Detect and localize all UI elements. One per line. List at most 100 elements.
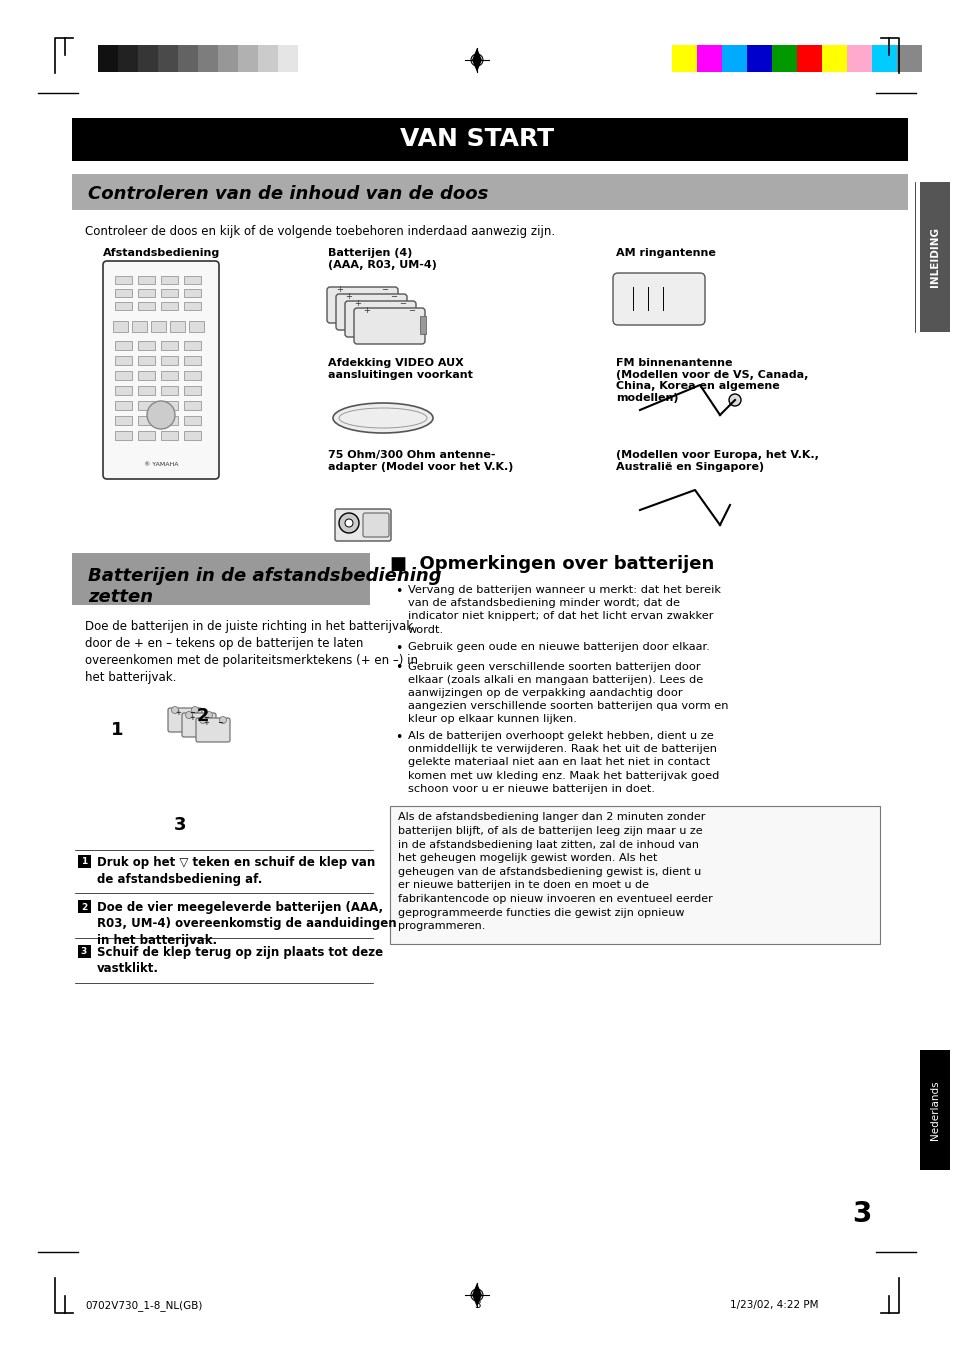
FancyBboxPatch shape xyxy=(363,513,389,536)
Bar xyxy=(170,322,185,332)
Text: 2: 2 xyxy=(196,707,209,725)
Text: −: − xyxy=(381,285,388,295)
Text: Gebruik geen verschillende soorten batterijen door
elkaar (zoals alkali en manga: Gebruik geen verschillende soorten batte… xyxy=(408,662,728,724)
Bar xyxy=(161,289,178,297)
FancyBboxPatch shape xyxy=(103,261,219,480)
Bar xyxy=(161,431,178,440)
Bar xyxy=(198,45,218,72)
Bar xyxy=(138,372,154,380)
Text: −: − xyxy=(217,720,223,725)
Bar xyxy=(697,45,721,72)
Bar xyxy=(390,805,879,943)
FancyBboxPatch shape xyxy=(335,509,391,540)
Bar xyxy=(161,401,178,409)
Text: •: • xyxy=(395,585,402,598)
FancyBboxPatch shape xyxy=(195,717,230,742)
Circle shape xyxy=(192,707,198,713)
FancyBboxPatch shape xyxy=(335,295,407,330)
Bar xyxy=(178,45,198,72)
Text: 3: 3 xyxy=(173,816,186,834)
Text: +: + xyxy=(189,715,194,721)
Text: −: − xyxy=(408,305,416,315)
Text: Afstandsbediening: Afstandsbediening xyxy=(103,249,220,258)
Text: 75 Ohm/300 Ohm antenne-
adapter (Model voor het V.K.): 75 Ohm/300 Ohm antenne- adapter (Model v… xyxy=(328,450,513,471)
Text: FM binnenantenne
(Modellen voor de VS, Canada,
China, Korea en algemene
modellen: FM binnenantenne (Modellen voor de VS, C… xyxy=(616,358,807,403)
FancyBboxPatch shape xyxy=(613,273,704,326)
FancyBboxPatch shape xyxy=(354,308,424,345)
Text: 3: 3 xyxy=(851,1200,871,1228)
Bar xyxy=(78,900,91,913)
Text: −: − xyxy=(390,292,397,301)
Text: •: • xyxy=(395,731,402,744)
Text: •: • xyxy=(395,662,402,674)
Text: Gebruik geen oude en nieuwe batterijen door elkaar.: Gebruik geen oude en nieuwe batterijen d… xyxy=(408,642,709,653)
Bar xyxy=(771,45,796,72)
Circle shape xyxy=(338,513,358,534)
Bar xyxy=(184,276,201,284)
Bar xyxy=(71,553,370,605)
Bar xyxy=(118,45,138,72)
Bar xyxy=(115,357,132,365)
Bar xyxy=(671,45,697,72)
Text: Als de afstandsbediening langer dan 2 minuten zonder
batterijen blijft, of als d: Als de afstandsbediening langer dan 2 mi… xyxy=(397,812,712,931)
Text: +: + xyxy=(203,720,209,725)
Bar xyxy=(138,431,154,440)
Bar xyxy=(419,316,426,334)
Bar xyxy=(401,303,408,320)
Bar xyxy=(138,386,154,394)
Text: Schuif de klep terug op zijn plaats tot deze
vastklikt.: Schuif de klep terug op zijn plaats tot … xyxy=(97,946,383,975)
Circle shape xyxy=(219,716,226,724)
Bar xyxy=(277,45,297,72)
Circle shape xyxy=(172,707,178,713)
Text: (Modellen voor Europa, het V.K.,
Australië en Singapore): (Modellen voor Europa, het V.K., Austral… xyxy=(616,450,818,471)
Text: 1: 1 xyxy=(81,858,87,866)
Bar xyxy=(151,322,166,332)
Bar xyxy=(184,357,201,365)
Bar xyxy=(161,340,178,350)
Text: Doe de vier meegeleverde batterijen (AAA,
R03, UM-4) overeenkomstig de aanduidin: Doe de vier meegeleverde batterijen (AAA… xyxy=(97,901,396,947)
Text: 1/23/02, 4:22 PM: 1/23/02, 4:22 PM xyxy=(729,1300,818,1310)
Bar xyxy=(115,386,132,394)
Text: +: + xyxy=(345,292,352,301)
Bar xyxy=(184,401,201,409)
FancyBboxPatch shape xyxy=(182,713,215,738)
Circle shape xyxy=(185,712,193,719)
Bar xyxy=(237,45,257,72)
Bar xyxy=(896,45,921,72)
Text: +: + xyxy=(355,299,361,308)
Bar xyxy=(184,416,201,426)
Bar xyxy=(746,45,771,72)
Text: ® YAMAHA: ® YAMAHA xyxy=(144,462,178,467)
Bar xyxy=(78,855,91,867)
Text: 2: 2 xyxy=(81,902,87,912)
Circle shape xyxy=(345,519,353,527)
Text: Nederlands: Nederlands xyxy=(929,1081,939,1140)
Text: INLEIDING: INLEIDING xyxy=(929,227,939,286)
Text: Als de batterijen overhoopt gelekt hebben, dient u ze
onmiddellijk te verwijdere: Als de batterijen overhoopt gelekt hebbe… xyxy=(408,731,719,794)
Bar xyxy=(184,372,201,380)
Bar xyxy=(112,322,128,332)
Bar xyxy=(115,303,132,309)
Bar xyxy=(919,1050,949,1170)
Bar xyxy=(138,357,154,365)
Bar xyxy=(158,45,178,72)
Bar xyxy=(98,45,118,72)
Bar xyxy=(138,276,154,284)
FancyBboxPatch shape xyxy=(327,286,397,323)
Bar xyxy=(161,357,178,365)
Bar xyxy=(184,340,201,350)
Bar xyxy=(138,289,154,297)
Bar xyxy=(189,322,204,332)
Text: Doe de batterijen in de juiste richting in het batterijvak
door de + en – tekens: Doe de batterijen in de juiste richting … xyxy=(85,620,417,684)
Text: 0702V730_1-8_NL(GB): 0702V730_1-8_NL(GB) xyxy=(85,1300,202,1310)
Text: +: + xyxy=(175,711,181,716)
Bar xyxy=(115,431,132,440)
Bar xyxy=(218,45,237,72)
Bar xyxy=(184,303,201,309)
Circle shape xyxy=(728,394,740,407)
Bar xyxy=(138,401,154,409)
Text: Druk op het ▽ teken en schuif de klep van
de afstandsbediening af.: Druk op het ▽ teken en schuif de klep va… xyxy=(97,857,375,885)
Bar xyxy=(161,276,178,284)
Bar xyxy=(78,944,91,958)
Bar xyxy=(184,386,201,394)
